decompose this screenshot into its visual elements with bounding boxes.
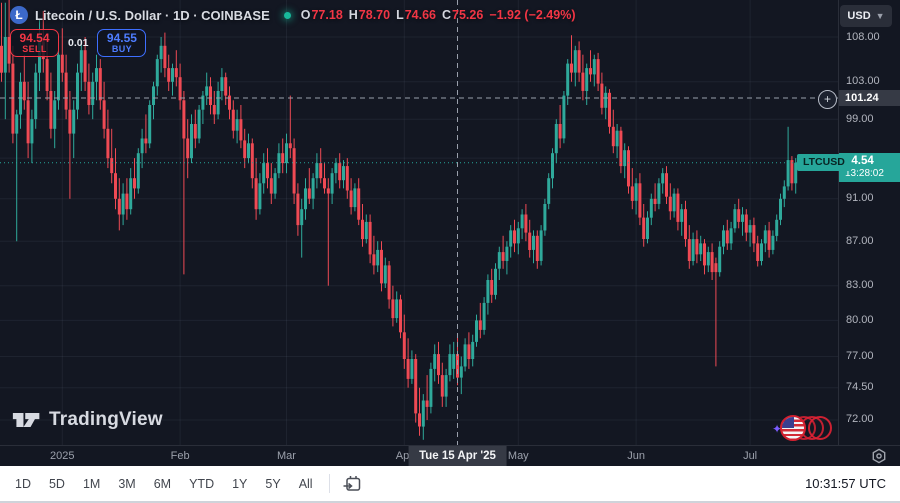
buy-price: 94.55 xyxy=(106,30,137,45)
close-value: 75.26 xyxy=(452,8,484,22)
sell-price: 94.54 xyxy=(19,30,50,45)
buy-button[interactable]: 94.55 BUY xyxy=(97,29,147,57)
go-to-date-button[interactable] xyxy=(337,471,368,496)
time-axis-label: Jun xyxy=(627,450,645,462)
price-axis-label: 99.00 xyxy=(846,112,874,125)
range-button-1d[interactable]: 1D xyxy=(6,472,40,496)
us-market-flag-badge[interactable]: ✦ xyxy=(772,413,836,445)
axis-settings-gear-icon[interactable] xyxy=(871,448,887,469)
symbol-title[interactable]: Litecoin / U.S. Dollar · 1D · COINBASE xyxy=(35,7,270,23)
symbol-legend: Ł Litecoin / U.S. Dollar · 1D · COINBASE… xyxy=(10,6,575,24)
low-value: 74.66 xyxy=(404,8,436,22)
time-axis-label: 2025 xyxy=(50,450,75,462)
tradingview-watermark: TradingView xyxy=(12,408,163,432)
candlestick-plot[interactable] xyxy=(0,0,838,445)
range-button-6m[interactable]: 6M xyxy=(145,472,180,496)
price-axis-label: 103.00 xyxy=(846,75,880,88)
price-axis-label: 80.00 xyxy=(846,313,874,326)
bottom-toolbar: 1D 5D 1M 3M 6M YTD 1Y 5Y All 10:31:57 UTC xyxy=(0,466,900,503)
open-value: 77.18 xyxy=(311,8,343,22)
bar-countdown: 13:28:02 xyxy=(845,167,884,179)
change-value: −1.92 (−2.49%) xyxy=(489,8,576,22)
time-axis[interactable]: 2025 Feb Mar Apr May Jun Jul Tue 15 Apr '25 xyxy=(0,445,900,466)
range-button-5d[interactable]: 5D xyxy=(40,472,74,496)
time-axis-label: Jul xyxy=(743,450,758,462)
high-value: 78.70 xyxy=(358,8,391,22)
price-axis-label: 83.00 xyxy=(846,279,874,292)
sell-button[interactable]: 94.54 SELL xyxy=(10,29,59,57)
tradingview-logo-icon xyxy=(12,412,40,428)
litecoin-logo-icon: Ł xyxy=(10,6,28,24)
range-button-all[interactable]: All xyxy=(290,472,322,496)
watermark-text: TradingView xyxy=(49,409,163,430)
price-axis-label: 108.00 xyxy=(846,30,880,43)
close-label: C xyxy=(442,8,452,22)
trade-buttons: 94.54 SELL 0.01 94.55 BUY xyxy=(10,29,147,57)
sparkle-icon: ✦ xyxy=(772,422,783,436)
add-alert-plus-icon[interactable]: + xyxy=(818,89,837,109)
open-label: O xyxy=(300,8,311,22)
crosshair-date-label: Tue 15 Apr '25 xyxy=(408,446,507,466)
toolbar-divider xyxy=(328,474,330,493)
range-button-ytd[interactable]: YTD xyxy=(180,472,223,496)
us-flag-icon xyxy=(780,415,806,441)
market-status-icon[interactable] xyxy=(283,11,291,19)
sell-label: SELL xyxy=(22,43,47,54)
currency-select[interactable]: USD ▼ xyxy=(840,5,892,27)
price-axis[interactable]: 108.00 103.00 99.00 91.00 87.00 83.00 80.00 77.… xyxy=(838,0,900,445)
time-axis-label: May xyxy=(507,450,529,462)
chevron-down-icon: ▼ xyxy=(875,11,885,21)
range-button-1m[interactable]: 1M xyxy=(74,472,109,496)
time-axis-label: Mar xyxy=(277,450,296,462)
last-price-symbol-tag: LTCUSD xyxy=(797,153,851,171)
spread-value: 0.01 xyxy=(68,37,89,49)
last-price-value: 94.54 xyxy=(845,154,874,167)
range-button-3m[interactable]: 3M xyxy=(109,472,144,496)
range-button-1y[interactable]: 1Y xyxy=(223,472,256,496)
buy-label: BUY xyxy=(111,43,133,54)
low-label: L xyxy=(396,8,404,22)
ohlc-values: O 77.18 H 78.70 L 74.66 C 75.26 −1.92 (−2.49… xyxy=(301,8,576,22)
price-axis-label: 74.50 xyxy=(846,381,874,394)
price-axis-label: 91.00 xyxy=(846,192,874,205)
range-button-5y[interactable]: 5Y xyxy=(256,472,289,496)
price-axis-label: 87.00 xyxy=(846,234,874,247)
go-to-date-icon xyxy=(343,476,360,491)
clock-utc[interactable]: 10:31:57 UTC xyxy=(805,476,886,491)
high-label: H xyxy=(348,8,358,22)
time-axis-label: Feb xyxy=(170,450,190,462)
currency-select-value: USD xyxy=(847,10,871,22)
price-axis-label: 77.00 xyxy=(846,350,874,363)
chart-area[interactable]: Ł Litecoin / U.S. Dollar · 1D · COINBASE… xyxy=(0,0,851,445)
crosshair-price-label: 101.24 xyxy=(839,90,900,107)
price-axis-label: 72.00 xyxy=(846,413,874,426)
